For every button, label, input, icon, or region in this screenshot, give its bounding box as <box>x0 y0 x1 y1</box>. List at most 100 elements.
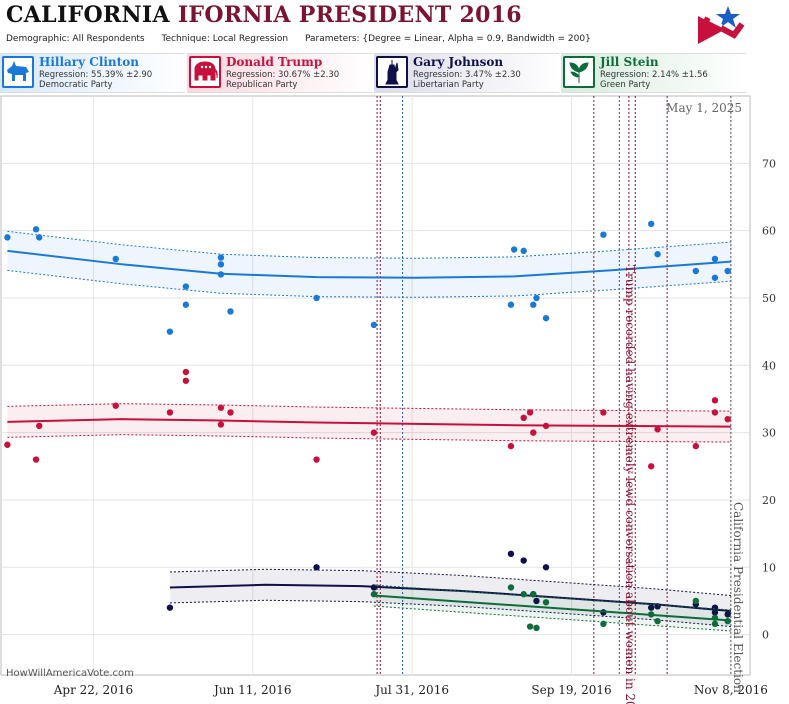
poll-point <box>533 597 540 605</box>
poll-point <box>313 564 320 571</box>
parameters-bar: Demographic: All Respondents Technique: … <box>6 34 605 44</box>
poll-point <box>507 301 515 308</box>
poll-point <box>542 422 550 430</box>
poll-point <box>166 409 174 416</box>
poll-point <box>711 397 719 404</box>
poll-point <box>217 261 225 268</box>
candidate-party: Green Party <box>600 80 651 90</box>
candidate-regression: Regression: 2.14% ±1.56 <box>600 70 708 80</box>
poll-point <box>313 294 320 302</box>
demographic-label: Demographic: All Respondents <box>6 34 145 44</box>
poll-point <box>370 591 378 598</box>
poll-point <box>600 231 607 238</box>
site-credit: HowWillAmericaVote.com <box>6 668 134 679</box>
y-tick-label: 0 <box>762 629 769 642</box>
poll-point <box>217 254 225 261</box>
poll-point <box>4 234 11 241</box>
poll-point <box>542 314 550 322</box>
poll-point <box>36 234 43 241</box>
poll-point <box>507 442 515 450</box>
poll-point <box>654 251 661 258</box>
poll-point <box>647 604 655 611</box>
y-tick-label: 30 <box>762 427 776 440</box>
poll-point <box>647 611 655 618</box>
leaf-icon <box>563 56 595 88</box>
poll-point <box>711 609 719 616</box>
poll-point <box>32 226 40 233</box>
poll-point <box>724 267 731 275</box>
y-tick-label: 10 <box>762 561 776 574</box>
poll-point <box>711 409 719 416</box>
confidence-upper <box>169 568 731 597</box>
poll-point <box>36 422 43 430</box>
poll-point <box>711 604 719 611</box>
candidate-card-trump: Donald Trump Regression: 30.67% ±2.30 Re… <box>187 53 372 93</box>
poll-point <box>507 584 515 591</box>
poll-point <box>530 429 537 436</box>
title-race: IFORNIA PRESIDENT 2016 <box>177 2 522 28</box>
poll-point <box>112 402 119 409</box>
regression-line <box>373 594 731 622</box>
poll-point <box>692 267 700 275</box>
poll-point <box>654 617 661 625</box>
candidate-regression: Regression: 55.39% ±2.90 <box>39 70 153 80</box>
candidate-card-stein: Jill Stein Regression: 2.14% ±1.56 Green… <box>561 53 746 93</box>
poll-point <box>510 246 518 253</box>
y-tick-label: 20 <box>762 494 776 507</box>
candidate-name: Donald Trump <box>226 55 323 69</box>
poll-point <box>166 604 174 611</box>
poll-point <box>542 564 550 571</box>
poll-point <box>724 611 731 618</box>
event-annotation: Trump recorded having extremely lewd con… <box>623 265 637 704</box>
x-tick-label: Jun 11, 2016 <box>212 683 292 697</box>
poll-point <box>182 368 190 376</box>
poll-point <box>533 624 540 632</box>
y-tick-label: 70 <box>762 157 776 170</box>
event-annotation: California Presidential Election <box>731 502 745 693</box>
parameters-label: Parameters: {Degree = Linear, Alpha = 0.… <box>305 34 591 44</box>
poll-point <box>370 321 378 329</box>
poll-point <box>182 301 190 308</box>
poll-point <box>600 409 607 416</box>
site-logo-icon <box>698 6 745 44</box>
poll-point <box>533 294 540 302</box>
title-state: CALIFORNIA <box>6 2 170 28</box>
elephant-icon <box>189 56 221 88</box>
confidence-lower <box>169 599 731 628</box>
poll-point <box>526 623 534 630</box>
candidate-regression: Regression: 30.67% ±2.30 <box>226 70 340 80</box>
x-tick-label: Sep 19, 2016 <box>531 683 611 697</box>
chart-date-label: May 1, 2025 <box>666 101 742 115</box>
poll-point <box>32 456 40 463</box>
x-tick-label: Jul 31, 2016 <box>373 683 449 697</box>
poll-point <box>182 377 190 384</box>
poll-point <box>217 421 225 428</box>
x-tick-label: Nov 8, 2016 <box>694 683 768 697</box>
poll-point <box>520 557 527 564</box>
donkey-icon <box>2 56 34 88</box>
poll-point <box>530 301 537 308</box>
poll-point <box>724 617 731 625</box>
poll-point <box>217 271 225 278</box>
poll-point <box>600 620 607 628</box>
poll-point <box>4 441 11 448</box>
candidate-name: Gary Johnson <box>413 55 504 69</box>
poll-point <box>217 404 225 411</box>
poll-point <box>711 620 719 628</box>
poll-point <box>711 614 719 621</box>
confidence-upper <box>373 584 731 611</box>
regression-line <box>7 418 731 428</box>
candidate-name: Jill Stein <box>600 55 659 69</box>
candidate-regression: Regression: 3.47% ±2.30 <box>413 70 521 80</box>
poll-point <box>526 409 534 416</box>
poll-point <box>647 463 655 470</box>
poll-point <box>182 283 190 290</box>
plot-frame <box>0 95 751 676</box>
page-title: CALIFORNIA IFORNIA PRESIDENT 2016 <box>6 2 522 28</box>
poll-point <box>520 591 527 598</box>
candidate-card-clinton: Hillary Clinton Regression: 55.39% ±2.90… <box>0 53 185 93</box>
poll-point <box>542 599 550 606</box>
regression-line <box>7 249 731 279</box>
liberty-statue-icon <box>376 56 408 88</box>
poll-point <box>227 308 234 315</box>
